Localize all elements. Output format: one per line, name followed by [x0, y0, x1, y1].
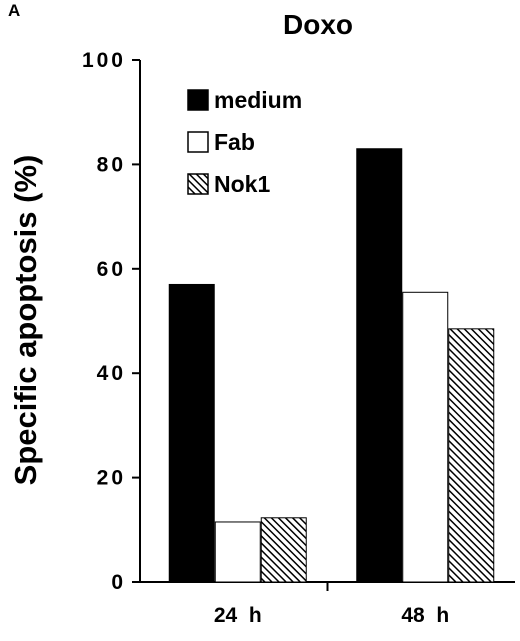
y-tick-label: 60	[97, 258, 126, 281]
legend-label-nok1: Nok1	[214, 171, 270, 197]
legend-label-medium: medium	[214, 87, 302, 113]
bar-fab-1	[214, 521, 261, 583]
y-tick-label: 0	[111, 571, 126, 594]
legend-swatch-fab	[187, 131, 209, 153]
legend: medium Fab Nok1	[187, 87, 302, 197]
y-axis: 0 20 40 60 80 100	[82, 49, 141, 594]
x-axis: 24 h 48 h	[140, 581, 515, 627]
y-axis-label: Specific apoptosis (%)	[8, 155, 43, 486]
bar-fab-2	[402, 291, 449, 583]
bar-medium-1	[168, 283, 215, 583]
x-tick-label: 48 h	[401, 604, 449, 627]
bars	[168, 148, 495, 583]
bar-medium-2	[356, 148, 403, 583]
bar-nok1-2	[448, 328, 495, 583]
legend-label-fab: Fab	[214, 129, 255, 155]
legend-swatch-nok1	[187, 173, 209, 195]
bar-nok1-1	[260, 517, 307, 583]
panel-label: A	[8, 1, 20, 20]
chart-title: Doxo	[283, 9, 353, 40]
y-tick-label: 100	[82, 49, 126, 72]
y-tick-label: 80	[97, 153, 126, 176]
legend-swatch-medium	[187, 89, 209, 111]
x-tick-label: 24 h	[214, 604, 262, 627]
y-tick-label: 20	[97, 467, 126, 490]
y-tick-label: 40	[97, 362, 126, 385]
